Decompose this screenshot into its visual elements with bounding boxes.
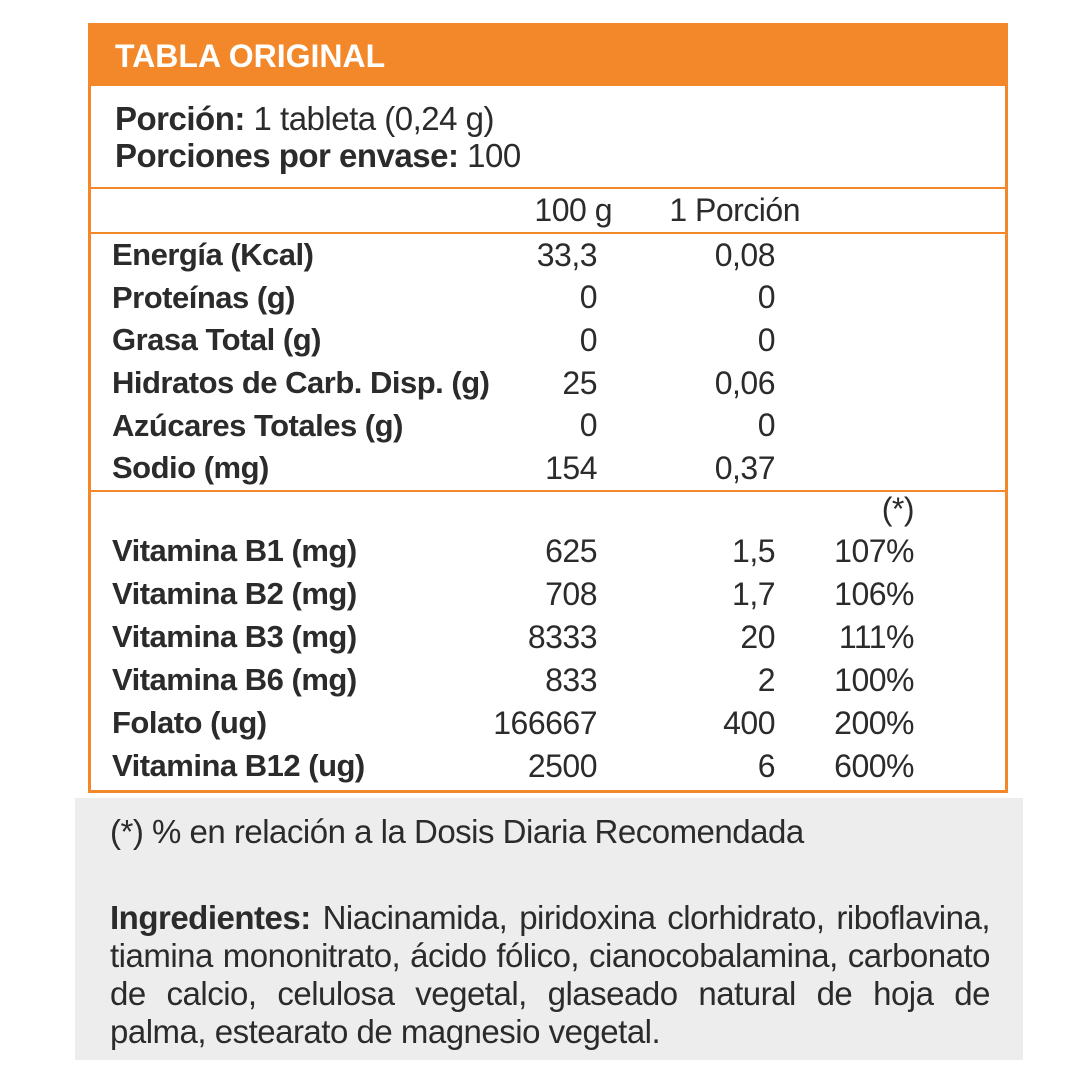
nutrition-table: TABLA ORIGINAL Porción: 1 tableta (0,24 … xyxy=(88,23,1008,793)
row-value-100g: 2500 xyxy=(527,747,598,784)
row-value-dv: 600% xyxy=(834,747,914,784)
row-value-100g: 625 xyxy=(545,532,597,569)
row-value-porcion: 0,06 xyxy=(714,364,776,401)
row-value-100g: 154 xyxy=(545,449,597,486)
dv-column-header: (*) xyxy=(881,490,915,527)
table-row: Hidratos de Carb. Disp. (g) 25 0,06 xyxy=(91,362,1005,405)
row-value-100g: 25 xyxy=(562,364,597,401)
row-label: Vitamina B6 (mg) xyxy=(112,662,357,698)
vitamins-section: (*) Vitamina B1 (mg) 625 1,5 107% Vitami… xyxy=(91,489,1005,788)
table-row: Folato (ug) 166667 400 200% xyxy=(91,702,1005,745)
ingredients-paragraph: Ingredientes: Niacinamida, piridoxina cl… xyxy=(110,899,991,1051)
row-value-dv: 200% xyxy=(834,704,914,741)
row-value-100g: 833 xyxy=(545,661,597,698)
table-title-banner: TABLA ORIGINAL xyxy=(91,26,1005,86)
row-label: Folato (ug) xyxy=(112,705,267,741)
row-label: Grasa Total (g) xyxy=(112,322,321,358)
row-value-porcion: 1,7 xyxy=(732,575,775,612)
row-value-100g: 0 xyxy=(579,279,598,316)
row-value-porcion: 20 xyxy=(740,618,775,655)
row-label: Vitamina B1 (mg) xyxy=(112,533,357,569)
serving-info: Porción: 1 tableta (0,24 g) Porciones po… xyxy=(91,86,1005,189)
table-row: Proteínas (g) 0 0 xyxy=(91,277,1005,320)
row-value-porcion: 0 xyxy=(757,407,776,444)
column-headers: 100 g 1 Porción xyxy=(91,189,1005,234)
row-value-dv: 106% xyxy=(834,575,914,612)
row-value-dv: 107% xyxy=(834,532,914,569)
column-header-100g: 100 g xyxy=(534,192,612,228)
table-row: Sodio (mg) 154 0,37 xyxy=(91,447,1005,490)
row-value-100g: 0 xyxy=(579,407,598,444)
table-row: Vitamina B3 (mg) 8333 20 111% xyxy=(91,616,1005,659)
table-row: Vitamina B1 (mg) 625 1,5 107% xyxy=(91,530,1005,573)
footer-panel: (*) % en relación a la Dosis Diaria Reco… xyxy=(75,798,1023,1060)
row-value-porcion: 0,08 xyxy=(714,236,776,273)
row-label: Energía (Kcal) xyxy=(112,237,314,273)
row-value-porcion: 2 xyxy=(757,661,776,698)
table-row: Grasa Total (g) 0 0 xyxy=(91,319,1005,362)
portion-value: 1 tableta (0,24 g) xyxy=(253,100,495,137)
table-row: Vitamina B6 (mg) 833 2 100% xyxy=(91,659,1005,702)
table-title: TABLA ORIGINAL xyxy=(115,37,386,74)
row-value-porcion: 6 xyxy=(757,747,776,784)
servings-label: Porciones por envase: xyxy=(115,137,459,174)
row-value-100g: 8333 xyxy=(527,618,598,655)
table-row: Azúcares Totales (g) 0 0 xyxy=(91,404,1005,447)
row-label: Vitamina B12 (ug) xyxy=(112,748,365,784)
ingredients-text: Niacinamida, piridoxina clorhidrato, rib… xyxy=(110,899,991,1050)
row-value-100g: 166667 xyxy=(493,704,597,741)
row-value-100g: 708 xyxy=(545,575,597,612)
row-label: Sodio (mg) xyxy=(112,450,269,486)
row-value-100g: 0 xyxy=(579,321,598,358)
row-label: Hidratos de Carb. Disp. (g) xyxy=(112,365,490,401)
ingredients-label: Ingredientes: xyxy=(110,899,311,936)
row-label: Vitamina B3 (mg) xyxy=(112,619,357,655)
row-value-dv: 100% xyxy=(834,661,914,698)
row-value-porcion: 0 xyxy=(757,279,776,316)
table-row: Vitamina B2 (mg) 708 1,7 106% xyxy=(91,573,1005,616)
column-header-porcion: 1 Porción xyxy=(669,192,800,228)
portion-line: Porción: 1 tableta (0,24 g) xyxy=(115,100,1005,137)
servings-line: Porciones por envase: 100 xyxy=(115,137,1005,174)
portion-label: Porción: xyxy=(115,100,245,137)
macros-section: Energía (Kcal) 33,3 0,08 Proteínas (g) 0… xyxy=(91,234,1005,490)
table-row: Vitamina B12 (ug) 2500 6 600% xyxy=(91,745,1005,788)
row-value-100g: 33,3 xyxy=(536,236,598,273)
row-value-porcion: 0,37 xyxy=(714,449,776,486)
table-row: Energía (Kcal) 33,3 0,08 xyxy=(91,234,1005,277)
dv-footnote: (*) % en relación a la Dosis Diaria Reco… xyxy=(110,813,804,850)
row-label: Vitamina B2 (mg) xyxy=(112,576,357,612)
row-value-porcion: 0 xyxy=(757,321,776,358)
row-value-porcion: 1,5 xyxy=(732,532,775,569)
row-value-dv: 111% xyxy=(838,618,915,655)
servings-value: 100 xyxy=(467,137,521,174)
row-label: Azúcares Totales (g) xyxy=(112,407,403,443)
row-value-porcion: 400 xyxy=(723,704,775,741)
row-label: Proteínas (g) xyxy=(112,279,295,315)
